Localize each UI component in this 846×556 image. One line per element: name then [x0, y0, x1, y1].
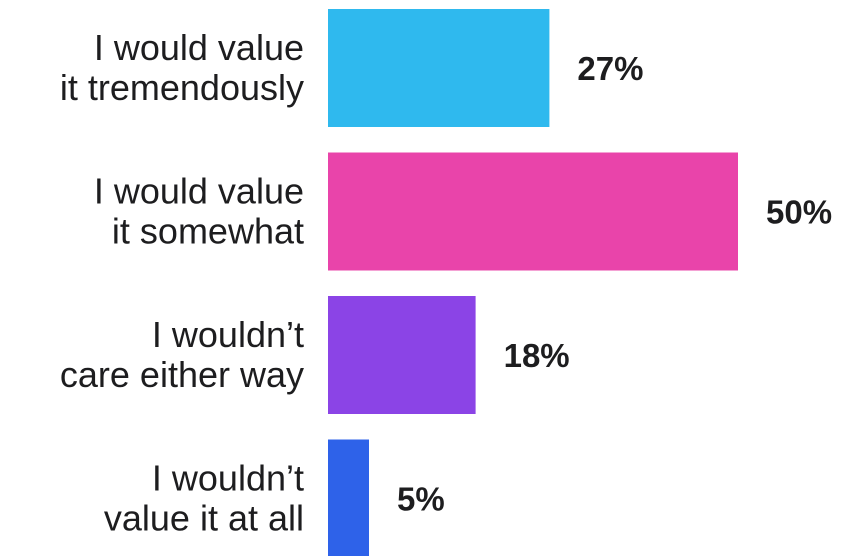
- bar-3: [328, 296, 476, 414]
- bar-1: [328, 9, 550, 127]
- category-label-line: value it at all: [104, 498, 304, 539]
- category-label-2: I would value it somewhat: [94, 171, 304, 252]
- category-label-3: I wouldn’t care either way: [60, 314, 304, 395]
- bar-2: [328, 152, 738, 271]
- value-label-3: 18%: [504, 337, 570, 374]
- category-label-line: I would value: [94, 27, 304, 68]
- category-label-line: it tremendously: [60, 67, 304, 108]
- category-label-line: I wouldn’t: [152, 458, 304, 499]
- bar-4: [328, 439, 369, 556]
- category-label-1: I would value it tremendously: [60, 27, 304, 108]
- category-label-line: care either way: [60, 354, 304, 395]
- category-label-line: I would value: [94, 171, 304, 212]
- value-label-4: 5%: [397, 481, 445, 518]
- category-label-line: I wouldn’t: [152, 314, 304, 355]
- value-label-2: 50%: [766, 194, 832, 231]
- value-label-1: 27%: [577, 50, 643, 87]
- category-label-4: I wouldn’t value it at all: [104, 458, 304, 539]
- category-label-line: it somewhat: [112, 211, 304, 252]
